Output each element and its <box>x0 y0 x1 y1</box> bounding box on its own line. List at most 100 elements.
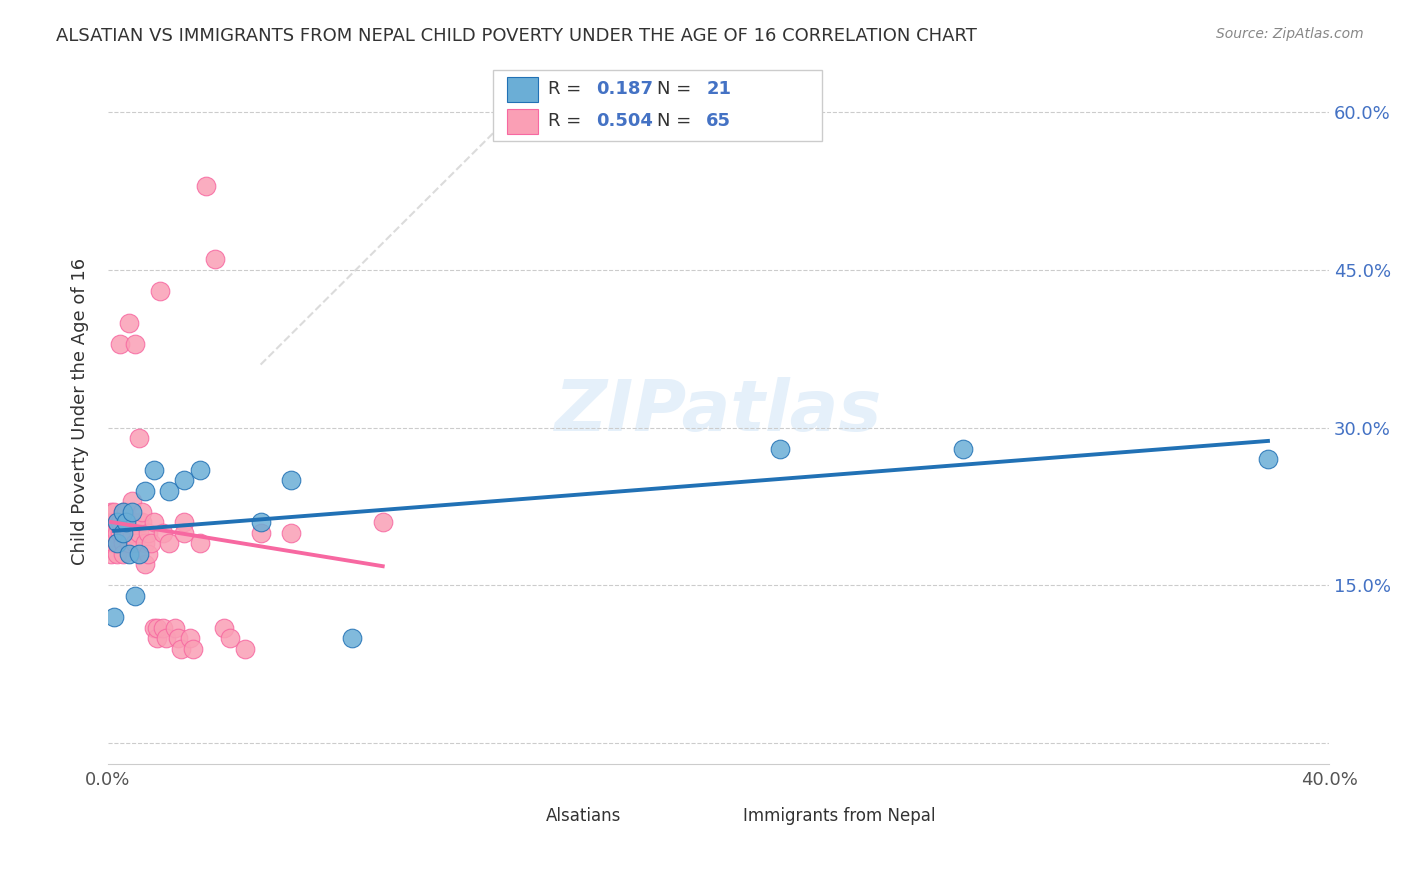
Point <box>149 284 172 298</box>
Point <box>128 525 150 540</box>
Point <box>188 536 211 550</box>
Point <box>121 505 143 519</box>
Point <box>115 516 138 530</box>
Point <box>124 536 146 550</box>
Point <box>173 525 195 540</box>
Point <box>112 505 135 519</box>
Point <box>165 621 187 635</box>
Point <box>146 631 169 645</box>
Point <box>108 516 131 530</box>
Point <box>155 631 177 645</box>
Point <box>157 483 180 498</box>
Point <box>105 516 128 530</box>
Text: 0.504: 0.504 <box>596 112 654 130</box>
Point <box>152 621 174 635</box>
Point <box>112 547 135 561</box>
Point <box>170 641 193 656</box>
Point <box>280 525 302 540</box>
Point <box>118 536 141 550</box>
Text: R =: R = <box>547 112 586 130</box>
Point <box>134 558 156 572</box>
Point <box>108 336 131 351</box>
Point <box>179 631 201 645</box>
Point <box>249 525 271 540</box>
Point <box>105 547 128 561</box>
Point <box>100 525 122 540</box>
Point <box>219 631 242 645</box>
Text: ZIPatlas: ZIPatlas <box>555 377 882 446</box>
Point <box>103 525 125 540</box>
Point <box>1257 452 1279 467</box>
Text: 0.187: 0.187 <box>596 80 654 98</box>
Point <box>103 516 125 530</box>
Point <box>105 536 128 550</box>
Point <box>183 641 205 656</box>
FancyBboxPatch shape <box>706 797 733 817</box>
Point <box>173 516 195 530</box>
Point <box>139 536 162 550</box>
Point <box>118 316 141 330</box>
Point <box>134 536 156 550</box>
Point <box>340 631 363 645</box>
Point <box>371 516 394 530</box>
Point <box>100 547 122 561</box>
FancyBboxPatch shape <box>456 797 482 817</box>
Point <box>112 536 135 550</box>
Point <box>103 610 125 624</box>
Point <box>105 536 128 550</box>
Point <box>952 442 974 456</box>
Point <box>204 252 226 267</box>
Point <box>118 525 141 540</box>
Text: 65: 65 <box>706 112 731 130</box>
Point <box>128 547 150 561</box>
Point <box>131 505 153 519</box>
Point <box>768 442 790 456</box>
Point <box>115 505 138 519</box>
Text: 21: 21 <box>706 80 731 98</box>
Point <box>167 631 190 645</box>
Point <box>100 516 122 530</box>
Text: Alsatians: Alsatians <box>546 806 621 824</box>
Point <box>124 589 146 603</box>
Point <box>115 525 138 540</box>
Point <box>235 641 257 656</box>
Text: Immigrants from Nepal: Immigrants from Nepal <box>742 806 935 824</box>
Point <box>121 516 143 530</box>
Point <box>112 525 135 540</box>
Point <box>142 621 165 635</box>
Point <box>280 473 302 487</box>
Point <box>131 516 153 530</box>
Point <box>194 178 217 193</box>
Point <box>136 547 159 561</box>
Point <box>124 336 146 351</box>
Point <box>173 473 195 487</box>
Point <box>142 516 165 530</box>
Text: Source: ZipAtlas.com: Source: ZipAtlas.com <box>1216 27 1364 41</box>
Point <box>212 621 235 635</box>
Point <box>115 516 138 530</box>
Point <box>136 525 159 540</box>
Point <box>121 494 143 508</box>
Point <box>112 525 135 540</box>
Point <box>157 536 180 550</box>
Point <box>121 525 143 540</box>
Point <box>152 525 174 540</box>
Point <box>142 463 165 477</box>
Point <box>112 505 135 519</box>
Point <box>105 525 128 540</box>
Text: N =: N = <box>658 80 697 98</box>
Text: N =: N = <box>658 112 697 130</box>
Text: R =: R = <box>547 80 586 98</box>
Text: ALSATIAN VS IMMIGRANTS FROM NEPAL CHILD POVERTY UNDER THE AGE OF 16 CORRELATION : ALSATIAN VS IMMIGRANTS FROM NEPAL CHILD … <box>56 27 977 45</box>
Point <box>128 516 150 530</box>
Point <box>134 483 156 498</box>
Point <box>146 621 169 635</box>
Point <box>103 505 125 519</box>
Y-axis label: Child Poverty Under the Age of 16: Child Poverty Under the Age of 16 <box>72 259 89 566</box>
Point <box>128 431 150 445</box>
FancyBboxPatch shape <box>508 109 537 134</box>
Point <box>118 547 141 561</box>
Point <box>100 505 122 519</box>
Point <box>103 536 125 550</box>
Point <box>188 463 211 477</box>
